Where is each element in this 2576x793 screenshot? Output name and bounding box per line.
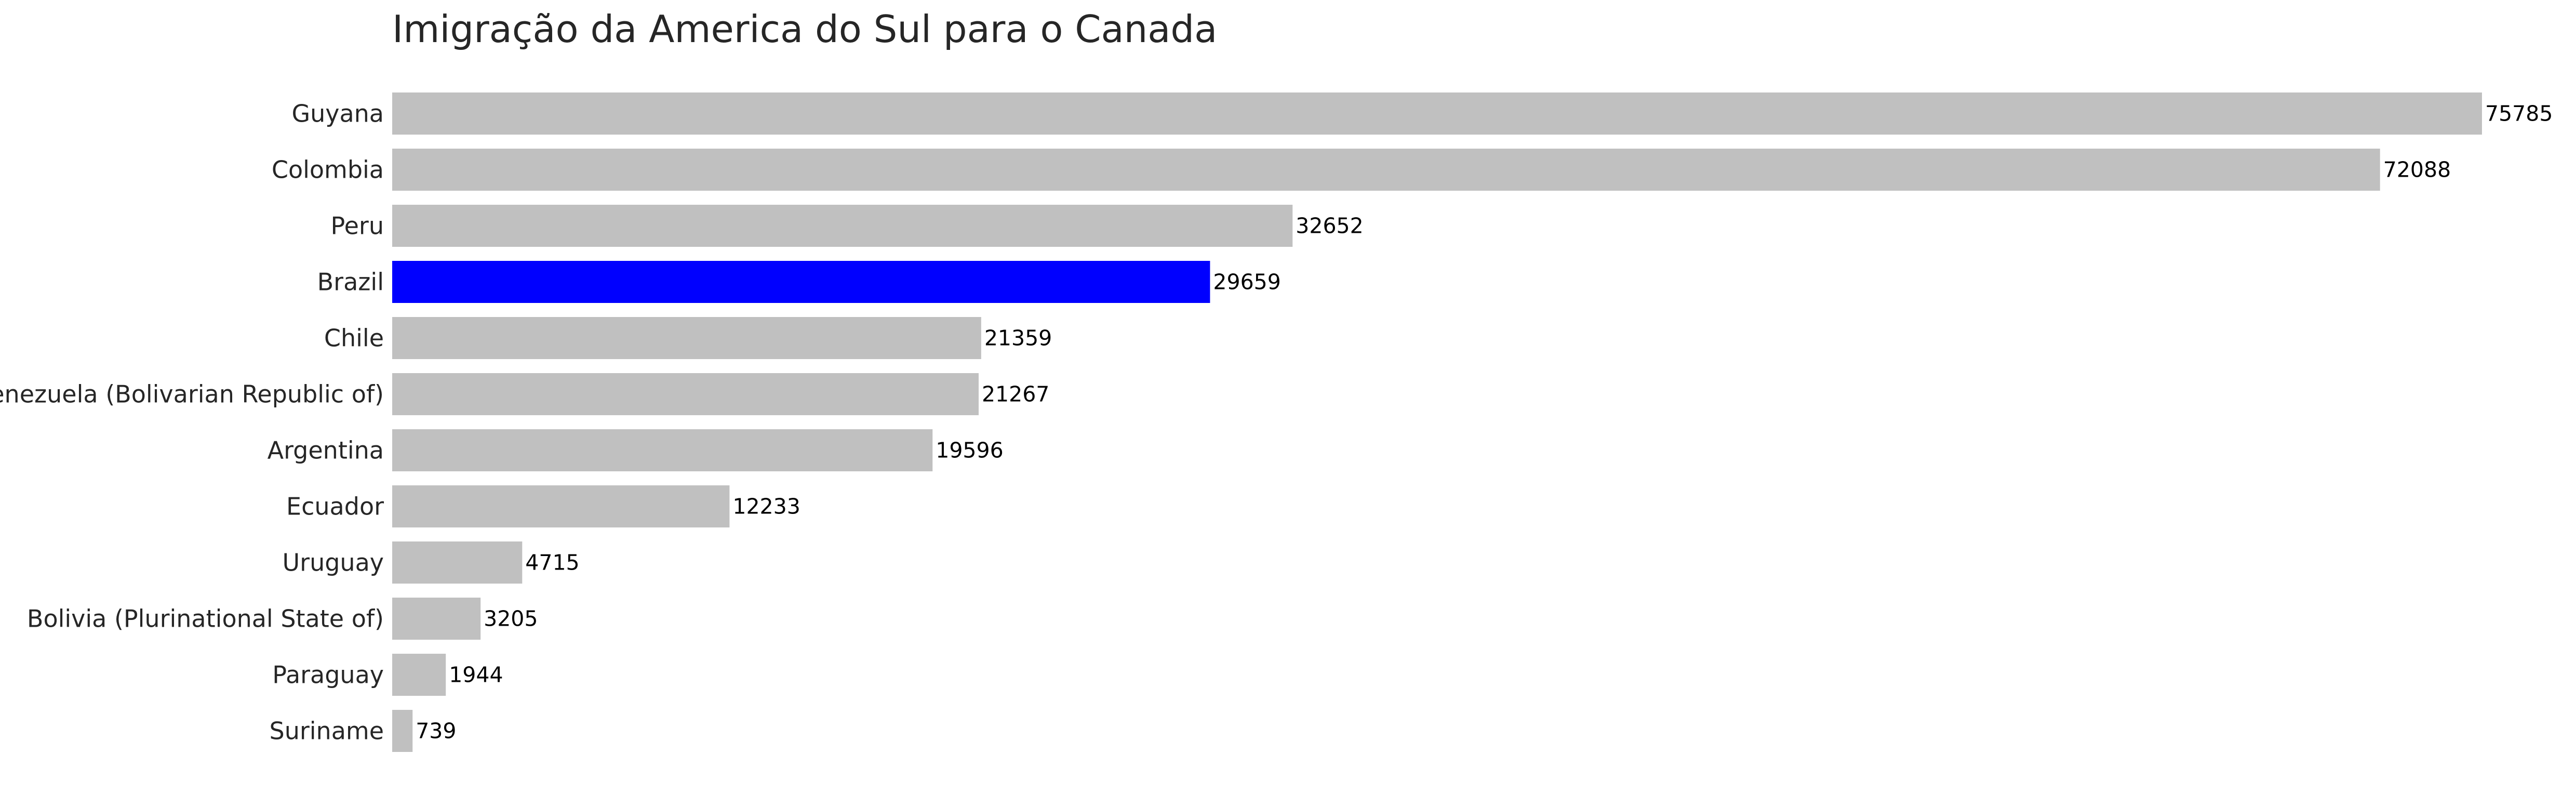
value-label-venezuela-bolivarian-republic-of: 21267: [982, 382, 1049, 407]
category-label-argentina: Argentina: [268, 437, 384, 465]
bar-ecuador: [392, 485, 730, 527]
value-label-ecuador: 12233: [732, 494, 800, 519]
bar-argentina: [392, 429, 933, 471]
chart-title: Imigração da America do Sul para o Canad…: [392, 7, 1217, 51]
value-label-paraguay: 1944: [449, 663, 503, 688]
value-label-chile: 21359: [984, 326, 1052, 351]
category-label-paraguay: Paraguay: [272, 661, 384, 689]
value-label-uruguay: 4715: [525, 550, 579, 575]
category-label-brazil: Brazil: [317, 268, 384, 296]
bar-paraguay: [392, 654, 446, 696]
category-labels-group: Guyana Colombia Peru Brazil Chile Venezuela (…: [0, 100, 384, 745]
bar-venezuela-bolivarian-republic-of: [392, 373, 979, 415]
category-label-ecuador: Ecuador: [286, 493, 384, 521]
category-label-chile: Chile: [324, 324, 384, 352]
bar-brazil: [392, 261, 1210, 303]
bars-group: [392, 92, 2482, 752]
category-label-suriname: Suriname: [270, 717, 384, 745]
bar-peru: [392, 205, 1293, 247]
category-label-bolivia-plurinational-state-of: Bolivia (Plurinational State of): [27, 605, 384, 633]
bar-colombia: [392, 149, 2380, 191]
value-label-argentina: 19596: [936, 438, 1003, 463]
bar-bolivia-plurinational-state-of: [392, 598, 481, 640]
value-label-bolivia-plurinational-state-of: 3205: [484, 606, 538, 631]
bar-suriname: [392, 710, 413, 752]
value-label-brazil: 29659: [1213, 270, 1280, 295]
category-label-uruguay: Uruguay: [283, 549, 384, 577]
bar-guyana: [392, 92, 2482, 135]
category-label-peru: Peru: [331, 212, 384, 240]
category-label-colombia: Colombia: [272, 156, 384, 184]
bar-chile: [392, 317, 981, 359]
value-label-guyana: 75785: [2485, 101, 2553, 126]
value-labels-group: 75785 72088 32652 29659 21359 21267 19596 12233…: [416, 101, 2553, 744]
value-label-peru: 32652: [1296, 214, 1363, 239]
bar-uruguay: [392, 541, 523, 584]
category-label-venezuela-bolivarian-republic-of: Venezuela (Bolivarian Republic of): [0, 380, 384, 408]
category-label-guyana: Guyana: [291, 100, 384, 128]
value-label-colombia: 72088: [2383, 157, 2451, 182]
value-label-suriname: 739: [416, 719, 456, 744]
